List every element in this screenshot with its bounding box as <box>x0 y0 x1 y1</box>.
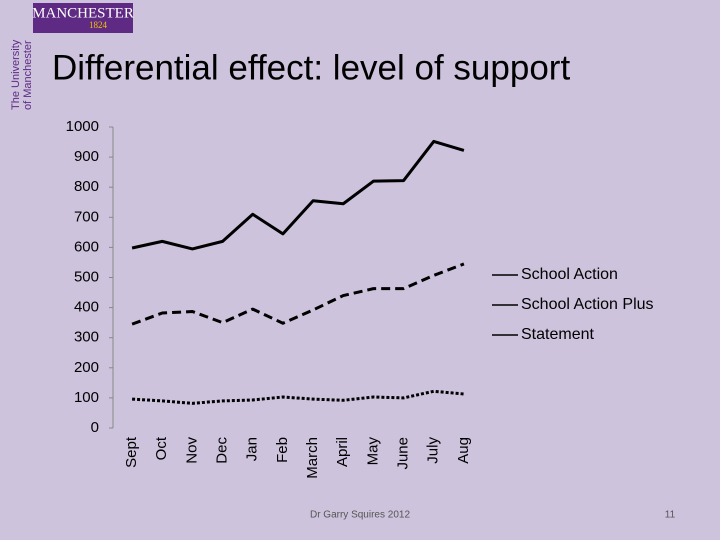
y-tick-label: 700 <box>74 208 99 225</box>
logo-side-line: The University <box>10 39 22 110</box>
y-tick-label: 800 <box>74 178 99 195</box>
x-tick-label: Jan <box>244 437 261 461</box>
y-tick-label: 600 <box>74 238 99 255</box>
x-tick-label: June <box>395 437 412 470</box>
x-tick-label: Aug <box>455 437 472 464</box>
y-tick-label: 0 <box>91 419 99 436</box>
y-tick-label: 500 <box>74 268 99 285</box>
y-tick-label: 400 <box>74 299 99 316</box>
y-tick-label: 1000 <box>66 118 99 135</box>
logo-side-line: of Manchester <box>22 40 34 110</box>
legend-label: School Action <box>521 266 618 283</box>
x-tick-label: Dec <box>214 437 231 464</box>
x-tick-label: March <box>304 437 321 479</box>
data-line <box>131 262 465 326</box>
x-tick-label: July <box>425 437 442 464</box>
logo-side: The University of Manchester <box>10 39 34 110</box>
y-tick-label: 200 <box>74 359 99 376</box>
plot: 0 100 200 300 400 500 600 700 800 900 1000 Sept Oct N… <box>66 118 654 479</box>
data-line <box>131 139 465 251</box>
chart-title: Differential effect: level of support <box>52 48 570 87</box>
logo-year: 1824 <box>89 20 108 30</box>
x-tick-label: Sept <box>123 436 140 468</box>
y-tick-label: 300 <box>74 329 99 346</box>
y-tick-label: 100 <box>74 389 99 406</box>
x-tick-label: Feb <box>274 437 291 463</box>
page-number: 11 <box>665 510 676 521</box>
logo-box <box>33 3 133 33</box>
logo-name: MANCHESTER <box>32 5 134 21</box>
x-tick-label: Nov <box>183 437 200 464</box>
x-tick-label: Oct <box>153 436 170 460</box>
footer: Dr Garry Squires 2012 <box>310 510 410 521</box>
x-tick-label: May <box>364 437 381 466</box>
legend-label: School Action Plus <box>521 296 654 313</box>
data-line <box>131 389 465 405</box>
y-tick-label: 900 <box>74 148 99 165</box>
legend-label: Statement <box>521 326 594 343</box>
x-tick-label: April <box>334 437 351 467</box>
